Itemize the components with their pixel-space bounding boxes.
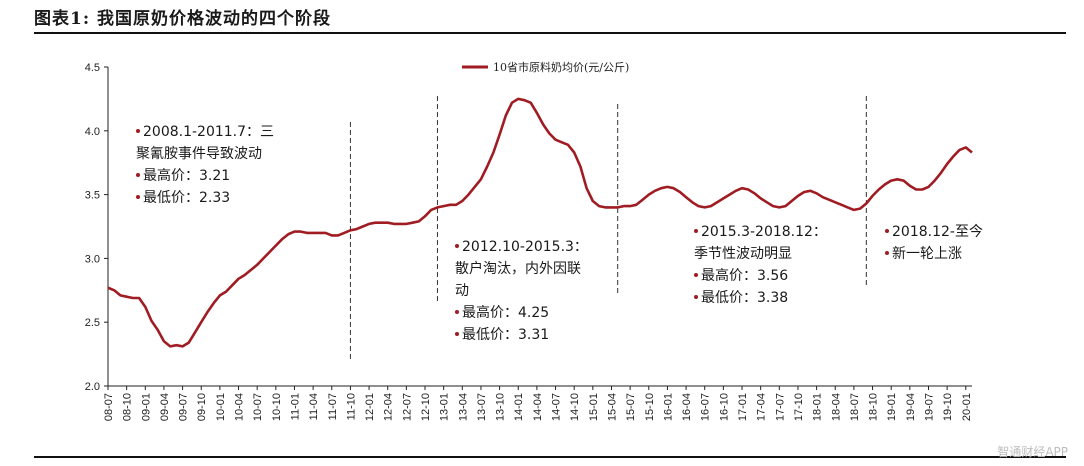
- x-tick-label: 18-07: [849, 393, 861, 421]
- watermark: 智通财经APP: [997, 445, 1068, 459]
- x-tick-label: 12-07: [401, 393, 413, 421]
- x-tick-label: 15-07: [625, 393, 637, 421]
- bullet-dot: [885, 229, 889, 233]
- x-tick-label: 10-04: [234, 393, 246, 421]
- x-tick-label: 16-01: [662, 393, 674, 421]
- bullet-dot: [694, 273, 698, 277]
- legend: 10省市原料奶均价(元/公斤): [462, 60, 629, 74]
- bullet-dot: [455, 332, 459, 336]
- annotation-line: 最高价：4.25: [462, 304, 549, 321]
- annotation-line: 聚氰胺事件导致波动: [136, 146, 262, 162]
- x-tick-label: 09-01: [140, 393, 152, 421]
- x-tick-label: 11-07: [327, 393, 339, 420]
- x-tick-label: 13-10: [495, 393, 507, 421]
- x-tick-label: 11-04: [308, 393, 320, 420]
- bullet-dot: [885, 251, 889, 255]
- y-tick-label: 3.0: [85, 253, 100, 265]
- annotation-line: 2012.10-2015.3：: [462, 239, 588, 255]
- x-tick-label: 09-04: [159, 393, 171, 421]
- bullet-dot: [136, 173, 140, 177]
- x-tick-label: 10-01: [215, 393, 227, 421]
- y-tick-label: 2.5: [85, 317, 100, 329]
- x-tick-label: 19-01: [886, 393, 898, 421]
- x-tick-label: 14-01: [513, 393, 525, 421]
- bullet-dot: [455, 244, 459, 248]
- figure-title: 图表1: 我国原奶价格波动的四个阶段: [34, 9, 332, 29]
- x-tick-label: 13-04: [457, 393, 469, 421]
- x-tick-label: 08-10: [122, 393, 134, 421]
- x-tick-label: 18-10: [868, 393, 880, 421]
- annotation-line: 新一轮上涨: [892, 246, 962, 262]
- x-tick-label: 19-07: [923, 393, 935, 421]
- x-tick-label: 16-07: [700, 393, 712, 421]
- x-tick-label: 14-04: [532, 393, 544, 421]
- legend-label: 10省市原料奶均价(元/公斤): [493, 60, 629, 74]
- x-tick-label: 15-01: [588, 393, 600, 421]
- x-tick-label: 17-04: [756, 393, 768, 421]
- x-tick-label: 08-07: [103, 393, 115, 421]
- bullet-dot: [694, 295, 698, 299]
- bullet-dot: [455, 310, 459, 314]
- x-tick-label: 17-07: [774, 393, 786, 421]
- x-tick-label: 12-04: [383, 393, 395, 421]
- annotation-line: 动: [455, 283, 469, 299]
- x-tick-label: 13-07: [476, 393, 488, 421]
- x-tick-label: 09-07: [178, 393, 190, 421]
- series-line: [107, 97, 973, 348]
- x-tick-label: 09-10: [196, 393, 208, 421]
- x-tick-label: 15-10: [644, 393, 656, 421]
- y-tick-label: 4.0: [85, 126, 100, 138]
- y-tick-label: 2.0: [85, 381, 100, 393]
- x-tick-label: 11-01: [289, 393, 301, 420]
- annotation-line: 最低价：3.38: [701, 290, 788, 306]
- bullet-dot: [694, 229, 698, 233]
- annotation-line: 最高价：3.21: [143, 167, 230, 184]
- annotation-line: 最低价：2.33: [143, 190, 230, 206]
- bullet-dot: [136, 195, 140, 199]
- x-tick-label: 19-10: [942, 393, 954, 421]
- x-tick-label: 13-01: [439, 393, 451, 421]
- x-tick-label: 14-10: [569, 393, 581, 421]
- bullet-dot: [136, 129, 140, 133]
- x-tick-label: 20-01: [961, 393, 973, 421]
- annotation-line: 散户淘汰，内外因联: [455, 260, 581, 277]
- x-tick-label: 17-01: [737, 393, 749, 421]
- x-tick-label: 18-04: [830, 393, 842, 421]
- annotation-line: 最低价：3.31: [462, 327, 549, 343]
- annotation-line: 2008.1-2011.7：三: [143, 124, 274, 140]
- x-tick-label: 18-01: [812, 393, 824, 421]
- x-tick-label: 16-10: [718, 393, 730, 421]
- x-tick-label: 15-04: [606, 393, 618, 421]
- x-tick-label: 11-10: [345, 393, 357, 420]
- x-tick-label: 10-10: [271, 393, 283, 421]
- y-tick-label: 3.5: [85, 190, 100, 202]
- annotation-line: 最高价：3.56: [701, 267, 788, 284]
- x-tick-label: 10-07: [252, 393, 264, 421]
- annotation-line: 2015.3-2018.12：: [701, 224, 827, 240]
- annotation-line: 2018.12-至今: [892, 224, 983, 240]
- y-tick-label: 4.5: [85, 62, 100, 74]
- x-tick-label: 14-07: [551, 393, 563, 421]
- x-tick-label: 16-04: [681, 393, 693, 421]
- x-tick-label: 17-10: [793, 393, 805, 421]
- x-tick-label: 12-10: [420, 393, 432, 421]
- x-tick-label: 12-01: [364, 393, 376, 421]
- period-dividers: [349, 96, 867, 360]
- x-axis: 08-07 08-10 09-01 09-04 09-07 09-10 10-01 10-04…: [103, 385, 973, 421]
- x-tick-label: 19-04: [905, 393, 917, 421]
- annotation-line: 季节性波动明显: [694, 246, 792, 262]
- y-axis: 2.0 2.5 3.0 3.5 4.0 4.5: [85, 62, 109, 393]
